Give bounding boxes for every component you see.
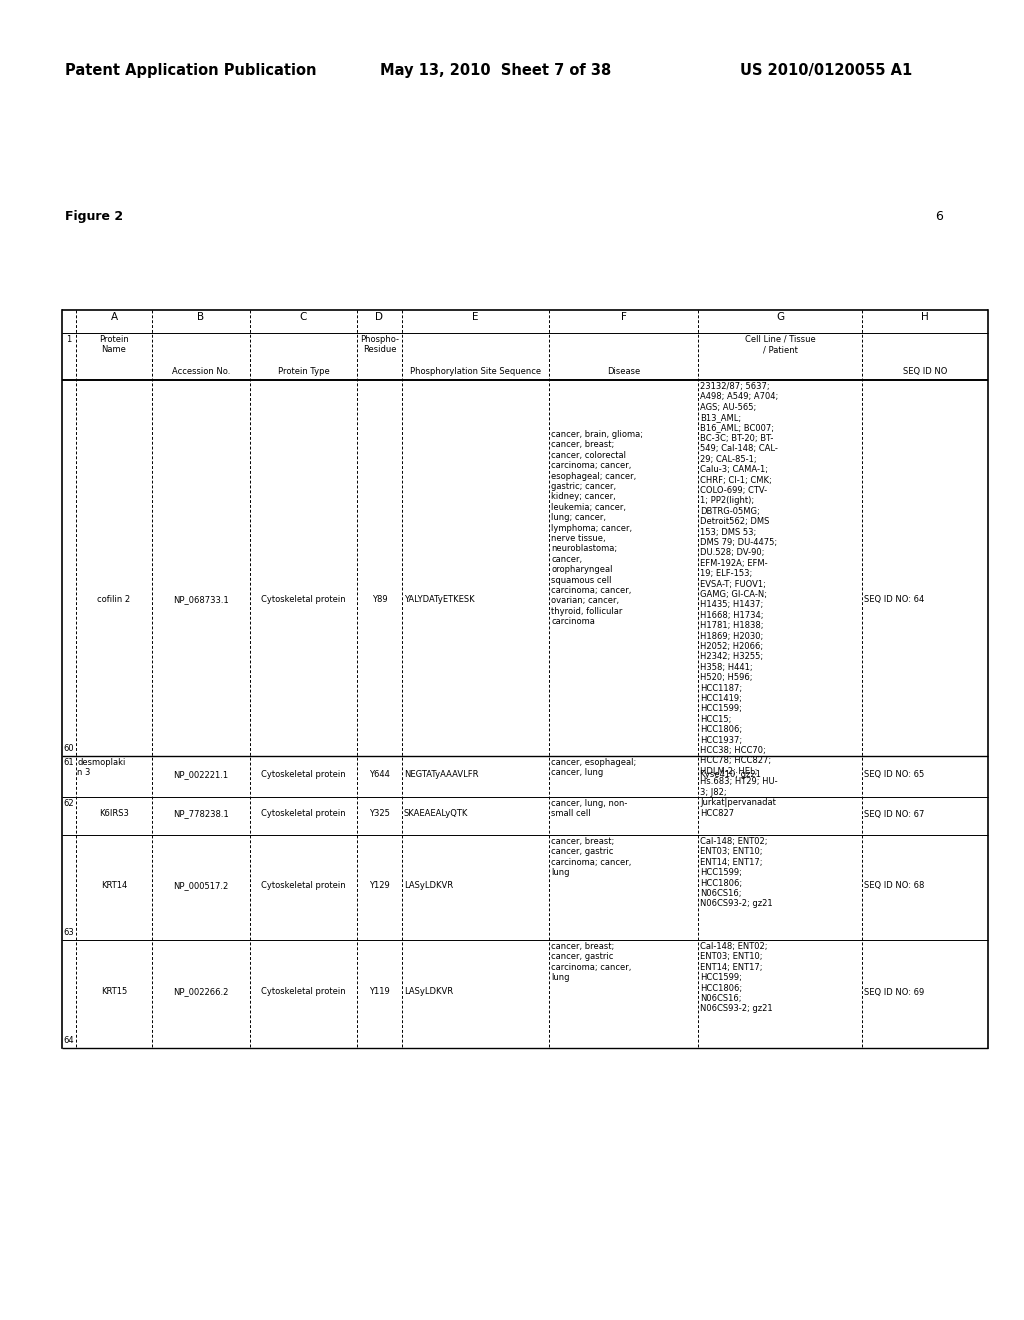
Text: Accession No.: Accession No.: [172, 367, 230, 376]
Text: G: G: [776, 312, 784, 322]
Text: HCC827: HCC827: [700, 809, 734, 818]
Text: Cytoskeletal protein: Cytoskeletal protein: [261, 770, 346, 779]
Text: Cal-148; ENT02;
ENT03; ENT10;
ENT14; ENT17;
HCC1599;
HCC1806;
N06CS16;
N06CS93-2: Cal-148; ENT02; ENT03; ENT10; ENT14; ENT…: [700, 837, 773, 908]
Text: desmoplaki
n 3: desmoplaki n 3: [77, 758, 125, 777]
Text: 60: 60: [63, 744, 75, 752]
Text: Cytoskeletal protein: Cytoskeletal protein: [261, 595, 346, 605]
Text: NEGTATyAAAVLFR: NEGTATyAAAVLFR: [404, 770, 478, 779]
Text: Disease: Disease: [607, 367, 640, 376]
Text: cancer, lung, non-
small cell: cancer, lung, non- small cell: [551, 799, 628, 818]
Text: F: F: [621, 312, 627, 322]
Text: KRT15: KRT15: [101, 987, 127, 997]
Text: Patent Application Publication: Patent Application Publication: [65, 63, 316, 78]
Text: 61: 61: [63, 758, 75, 767]
Text: cancer, esophageal;
cancer, lung: cancer, esophageal; cancer, lung: [551, 758, 636, 777]
Text: US 2010/0120055 A1: US 2010/0120055 A1: [740, 63, 912, 78]
Text: Cytoskeletal protein: Cytoskeletal protein: [261, 987, 346, 997]
Text: KRT14: KRT14: [101, 880, 127, 890]
Text: Figure 2: Figure 2: [65, 210, 123, 223]
Text: K6IRS3: K6IRS3: [99, 809, 129, 818]
Text: B: B: [198, 312, 205, 322]
Text: YALYDATyETKESK: YALYDATyETKESK: [404, 595, 475, 605]
Text: E: E: [472, 312, 479, 322]
Text: LASyLDKVR: LASyLDKVR: [404, 987, 454, 997]
Text: NP_778238.1: NP_778238.1: [173, 809, 229, 818]
Text: Cytoskeletal protein: Cytoskeletal protein: [261, 880, 346, 890]
Text: 23132/87; 5637;
A498; A549; A704;
AGS; AU-565;
B13_AML;
B16_AML; BC007;
BC-3C; B: 23132/87; 5637; A498; A549; A704; AGS; A…: [700, 381, 778, 807]
Text: SEQ ID NO: 67: SEQ ID NO: 67: [864, 809, 925, 818]
Text: LASyLDKVR: LASyLDKVR: [404, 880, 454, 890]
Text: 62: 62: [63, 799, 75, 808]
Text: Y129: Y129: [369, 880, 390, 890]
Text: Protein Type: Protein Type: [278, 367, 330, 376]
Text: cancer, breast;
cancer, gastric
carcinoma; cancer,
lung: cancer, breast; cancer, gastric carcinom…: [551, 942, 632, 982]
Text: NP_002266.2: NP_002266.2: [173, 987, 228, 997]
Text: Y644: Y644: [369, 770, 390, 779]
Text: cancer, breast;
cancer, gastric
carcinoma; cancer,
lung: cancer, breast; cancer, gastric carcinom…: [551, 837, 632, 878]
Text: C: C: [300, 312, 307, 322]
Text: cofilin 2: cofilin 2: [97, 595, 131, 605]
Text: 64: 64: [63, 1036, 75, 1045]
Text: A: A: [111, 312, 118, 322]
Text: SEQ ID NO: SEQ ID NO: [903, 367, 947, 376]
Text: Cell Line / Tissue
/ Patient: Cell Line / Tissue / Patient: [744, 335, 815, 354]
Text: Y89: Y89: [372, 595, 387, 605]
Text: Y119: Y119: [369, 987, 390, 997]
Text: NP_068733.1: NP_068733.1: [173, 595, 229, 605]
Text: 6: 6: [935, 210, 943, 223]
Text: Cal-148; ENT02;
ENT03; ENT10;
ENT14; ENT17;
HCC1599;
HCC1806;
N06CS16;
N06CS93-2: Cal-148; ENT02; ENT03; ENT10; ENT14; ENT…: [700, 942, 773, 1014]
Text: H: H: [922, 312, 929, 322]
Text: Phospho-
Residue: Phospho- Residue: [360, 335, 399, 354]
Text: cancer, brain, glioma;
cancer, breast;
cancer, colorectal
carcinoma; cancer,
eso: cancer, brain, glioma; cancer, breast; c…: [551, 430, 643, 626]
Text: 1: 1: [67, 335, 72, 345]
Text: Protein
Name: Protein Name: [99, 335, 129, 354]
Text: D: D: [376, 312, 384, 322]
Text: Y325: Y325: [369, 809, 390, 818]
Text: SEQ ID NO: 68: SEQ ID NO: 68: [864, 880, 925, 890]
Text: Cytoskeletal protein: Cytoskeletal protein: [261, 809, 346, 818]
Text: NP_000517.2: NP_000517.2: [173, 880, 228, 890]
Text: SKAEAEALyQTK: SKAEAEALyQTK: [404, 809, 468, 818]
Text: SEQ ID NO: 69: SEQ ID NO: 69: [864, 987, 925, 997]
Text: 63: 63: [63, 928, 75, 937]
Text: Kyse410; gz21: Kyse410; gz21: [700, 770, 761, 779]
Text: Phosphorylation Site Sequence: Phosphorylation Site Sequence: [410, 367, 541, 376]
Text: May 13, 2010  Sheet 7 of 38: May 13, 2010 Sheet 7 of 38: [380, 63, 611, 78]
Text: SEQ ID NO: 64: SEQ ID NO: 64: [864, 595, 925, 605]
Text: SEQ ID NO: 65: SEQ ID NO: 65: [864, 770, 925, 779]
Text: NP_002221.1: NP_002221.1: [173, 770, 228, 779]
